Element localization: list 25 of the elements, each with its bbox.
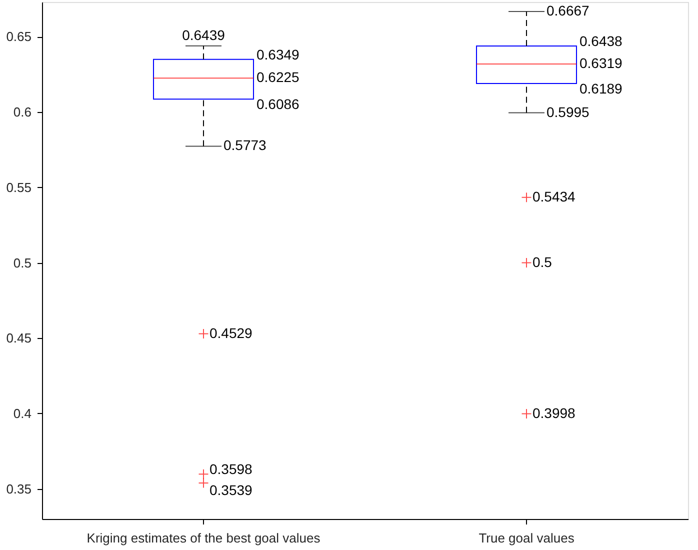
y-tick-label: 0.35	[6, 481, 32, 496]
annotation: 0.6439	[182, 26, 226, 43]
annotation: 0.6667	[546, 2, 590, 18]
annotation: 0.6319	[580, 54, 623, 71]
y-tick-label: 0.4	[13, 406, 32, 421]
annotation: 0.5995	[546, 104, 590, 120]
annotation: 0.6225	[256, 69, 300, 86]
annotation: 0.3998	[532, 404, 576, 421]
y-tick-label: 0.65	[6, 29, 32, 44]
annotation: 0.6086	[256, 96, 300, 112]
annotation: 0.6349	[256, 46, 300, 62]
y-tick-label: 0.45	[6, 330, 32, 346]
annotation: 0.3539	[210, 482, 253, 498]
annotation: 0.5773	[224, 137, 267, 154]
y-tick-label: 0.5	[13, 255, 32, 270]
annotation: 0.5434	[532, 188, 576, 204]
annotation: 0.4529	[210, 324, 253, 341]
annotation: 0.5	[532, 254, 552, 270]
annotation: 0.3598	[210, 461, 253, 478]
y-tick-label: 0.55	[6, 180, 32, 195]
annotation: 0.6189	[580, 80, 623, 97]
x-tick-label: True goal values	[478, 530, 575, 546]
annotation: 0.6438	[580, 33, 623, 50]
y-tick-label: 0.6	[13, 104, 32, 120]
x-tick-label: Kriging estimates of the best goal values	[86, 530, 321, 546]
